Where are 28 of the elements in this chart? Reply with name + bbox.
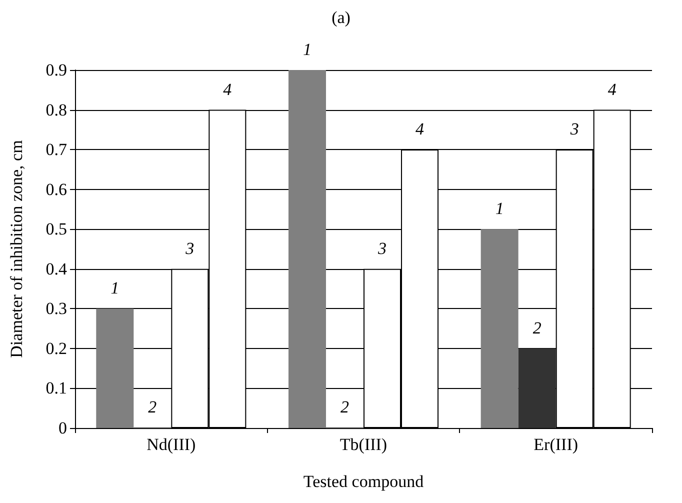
y-tick-label: 0.2 <box>46 338 67 358</box>
text: 2 <box>340 398 349 416</box>
text: 2 <box>532 318 542 338</box>
y-tick-label: 0.7 <box>46 140 68 160</box>
y-tick-label: 0.6 <box>46 180 67 199</box>
y-tick-label: 0.9 <box>46 60 67 80</box>
y-tick-label: 0.3 <box>46 299 67 318</box>
x-tick-label: Tb(III) <box>340 435 388 454</box>
text: 1 <box>495 199 504 218</box>
text: 3 <box>378 238 387 258</box>
y-tick-label: 0.8 <box>46 100 67 120</box>
x-axis-title: Tested compound <box>303 472 424 491</box>
x-tick-label: Er(III) <box>534 435 578 454</box>
text: 4 <box>416 120 424 139</box>
y-tick-label: 0 <box>58 418 67 438</box>
x-tick-label: Nd(III) <box>146 435 196 454</box>
text: 1 <box>302 40 312 59</box>
series-label: 4 <box>223 80 232 99</box>
series-label: 2 <box>148 398 158 416</box>
y-axis-title: Diameter of inhibition zone, cm <box>7 140 26 358</box>
y-tick-label: 0.5 <box>46 220 67 239</box>
series-label: 1 <box>110 278 120 298</box>
y-tick-label: 0.4 <box>46 259 68 278</box>
chart-title: (a) <box>332 8 350 27</box>
text: 4 <box>608 80 616 99</box>
text: 3 <box>570 120 579 139</box>
y-tick-label: 0.1 <box>46 378 67 398</box>
series-label: 3 <box>184 238 194 258</box>
